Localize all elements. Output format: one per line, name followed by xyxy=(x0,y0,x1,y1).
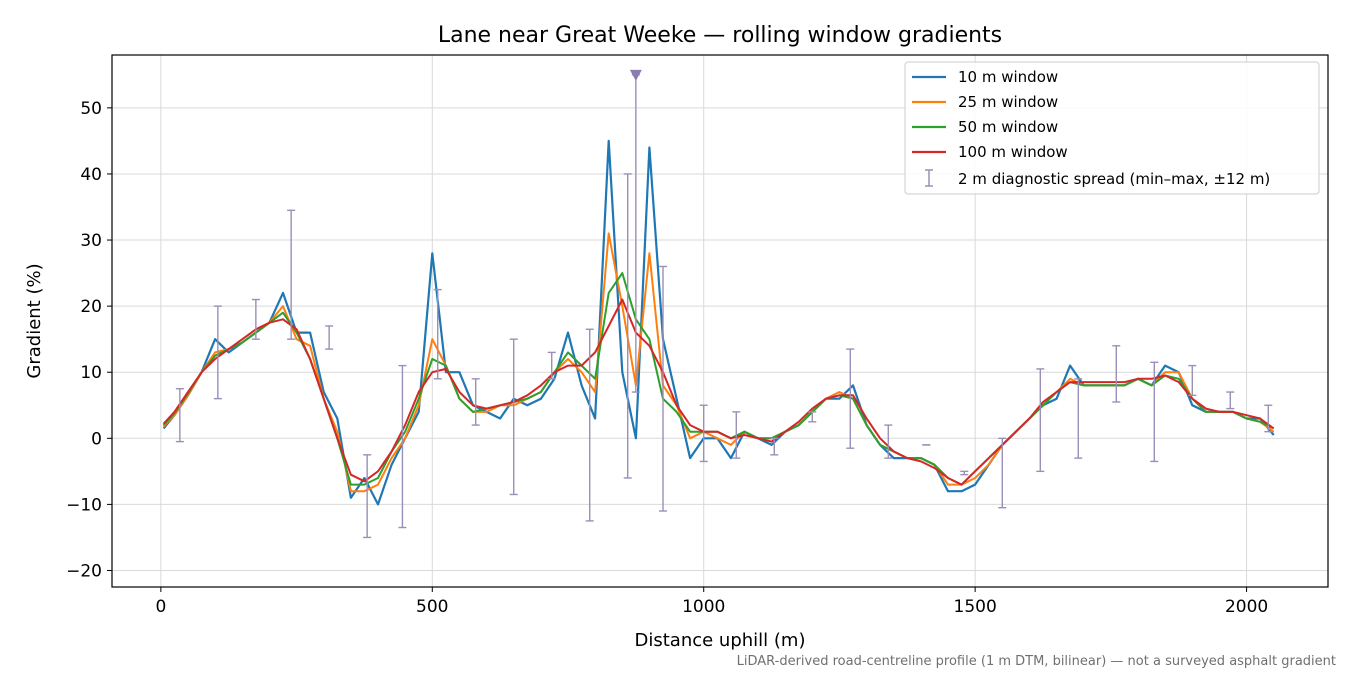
axis-ticks: 0 500 1000 1500 2000 −20 −10 0 10 20 30 40 50 xyxy=(66,99,1268,617)
legend-label-25m: 25 m window xyxy=(958,93,1058,111)
diagnostic-errorbar xyxy=(585,328,594,522)
diagnostic-errorbar xyxy=(1112,345,1121,403)
diagnostic-errorbar xyxy=(1264,404,1273,433)
y-tick-label: 20 xyxy=(80,297,102,317)
diagnostic-errorbar xyxy=(471,378,480,426)
diagnostic-errorbar xyxy=(509,338,518,496)
y-tick-label: 30 xyxy=(80,231,102,251)
diagnostic-errorbar xyxy=(287,209,296,340)
diagnostic-errorbar xyxy=(433,288,442,380)
legend-label-50m: 50 m window xyxy=(958,118,1058,136)
diagnostic-errorbar xyxy=(1150,361,1159,463)
y-tick-label: −20 xyxy=(66,561,102,581)
x-tick-label: 1000 xyxy=(682,597,725,617)
y-tick-label: 50 xyxy=(80,99,102,119)
diagnostic-errorbar xyxy=(998,437,1007,509)
diagnostic-errorbar xyxy=(213,305,222,400)
legend-label-100m: 100 m window xyxy=(958,143,1068,161)
diagnostic-errorbar xyxy=(846,348,855,449)
diagnostic-errorbar xyxy=(732,411,741,459)
legend-swatch-diagnostic xyxy=(925,169,933,187)
y-axis-label: Gradient (%) xyxy=(24,263,45,378)
x-tick-label: 500 xyxy=(416,597,448,617)
diagnostic-errorbar xyxy=(623,173,632,479)
diagnostic-errorbar xyxy=(659,265,667,512)
legend-box xyxy=(904,61,1320,195)
y-tick-label: 0 xyxy=(91,429,102,449)
footnote: LiDAR-derived road-centreline profile (1… xyxy=(737,654,1336,669)
legend: 10 m window 25 m window 50 m window 100 … xyxy=(904,61,1320,195)
diagnostic-spread-layer xyxy=(175,69,1273,539)
diagnostic-errorbar xyxy=(1074,378,1083,459)
diagnostic-errorbar xyxy=(960,470,969,476)
chart-title: Lane near Great Weeke — rolling window g… xyxy=(438,23,1002,48)
diagnostic-errorbar xyxy=(363,454,372,539)
series-layer xyxy=(162,139,1275,506)
diagnostic-errorbar xyxy=(808,411,817,423)
plot-frame xyxy=(111,54,1329,588)
y-tick-label: −10 xyxy=(66,495,102,515)
x-tick-label: 2000 xyxy=(1225,597,1268,617)
x-tick-label: 1500 xyxy=(954,597,997,617)
diagnostic-errorbar xyxy=(547,351,556,380)
x-axis-label: Distance uphill (m) xyxy=(635,630,806,651)
y-tick-label: 10 xyxy=(80,363,102,383)
diagnostic-errorbar xyxy=(1036,368,1045,473)
series-line-100-m-window xyxy=(162,298,1275,486)
diagnostic-errorbar xyxy=(699,404,708,463)
diagnostic-errorbar xyxy=(884,424,893,459)
diagnostic-errorbar xyxy=(398,364,407,529)
diagnostic-errorbar xyxy=(325,325,334,350)
diagnostic-errorbar xyxy=(1226,391,1235,410)
legend-label-10m: 10 m window xyxy=(958,68,1058,86)
diagnostic-errorbar xyxy=(175,388,184,443)
x-tick-label: 0 xyxy=(155,597,166,617)
clipped-spread-marker xyxy=(629,69,642,81)
diagnostic-errorbar xyxy=(770,437,779,456)
diagnostic-errorbar xyxy=(1188,364,1197,397)
legend-label-diagnostic: 2 m diagnostic spread (min–max, ±12 m) xyxy=(958,170,1270,188)
y-tick-label: 40 xyxy=(80,165,102,185)
diagnostic-errorbar xyxy=(251,298,260,340)
